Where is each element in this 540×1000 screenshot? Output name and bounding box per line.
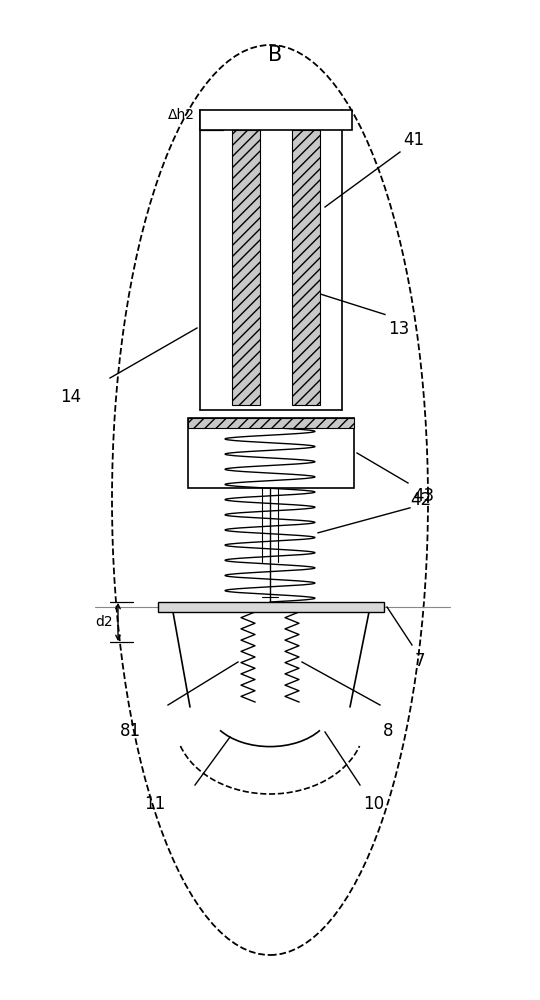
Bar <box>292 130 320 405</box>
Text: Δh2: Δh2 <box>168 108 195 122</box>
Text: B: B <box>268 45 282 65</box>
Bar <box>188 418 354 488</box>
Bar <box>188 418 354 428</box>
Text: 11: 11 <box>144 795 165 813</box>
Text: 8: 8 <box>383 722 394 740</box>
Bar <box>200 110 352 130</box>
Bar <box>232 130 260 405</box>
Text: 43: 43 <box>413 487 434 505</box>
Text: 13: 13 <box>388 320 409 338</box>
Text: 7: 7 <box>415 652 426 670</box>
Text: 41: 41 <box>403 131 424 149</box>
Text: d2: d2 <box>96 615 113 629</box>
Text: 10: 10 <box>363 795 384 813</box>
Text: 14: 14 <box>60 388 81 406</box>
Text: 81: 81 <box>120 722 141 740</box>
Text: 42: 42 <box>410 491 431 509</box>
Bar <box>158 602 384 612</box>
